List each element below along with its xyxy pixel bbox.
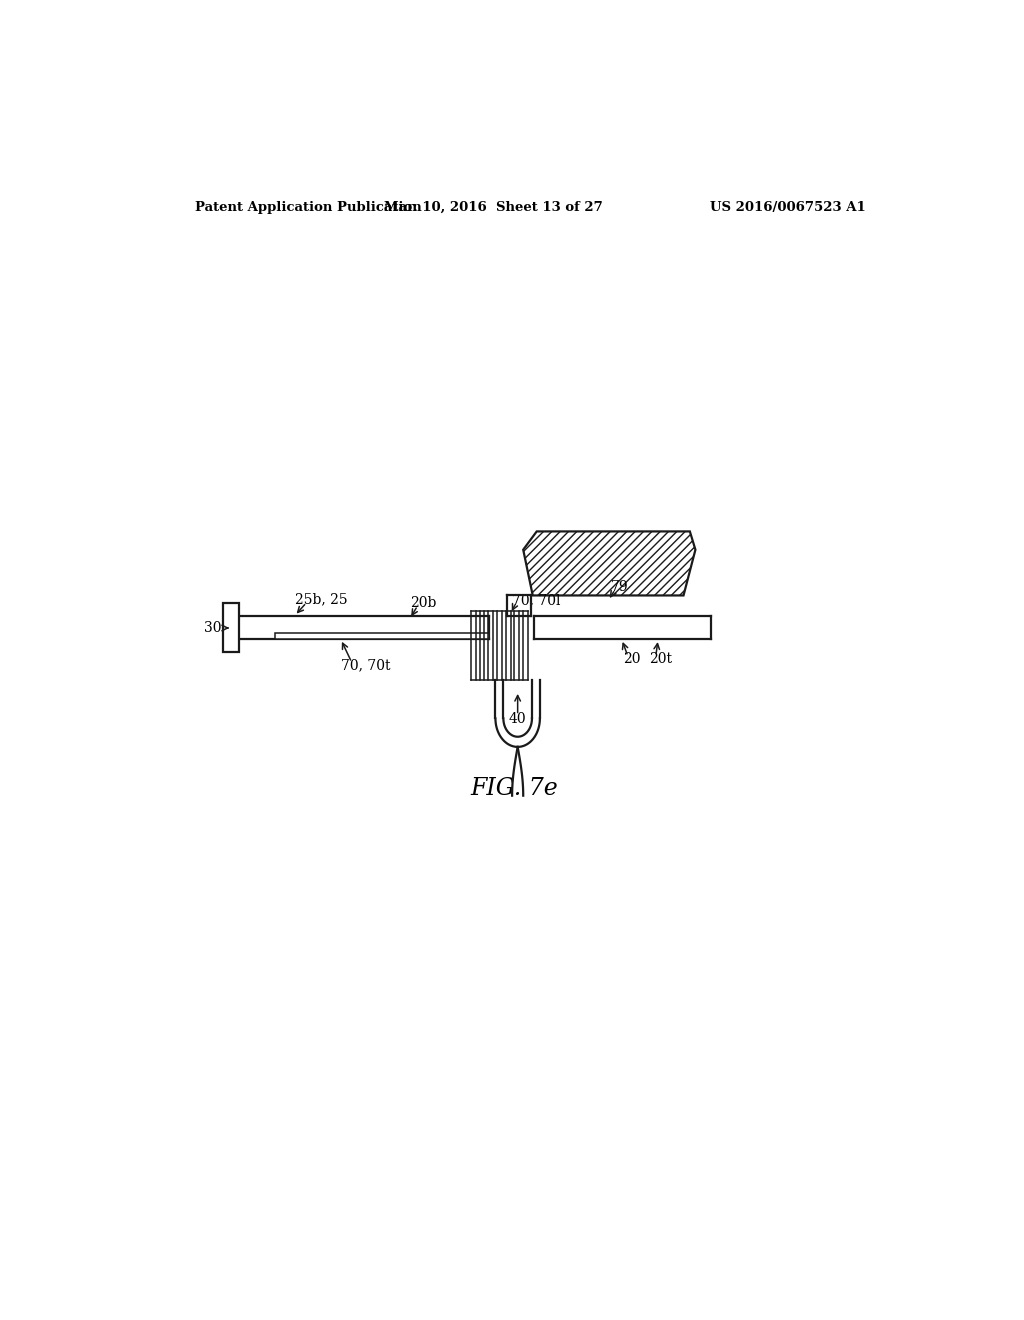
Polygon shape bbox=[523, 532, 695, 595]
Text: 20b: 20b bbox=[410, 595, 436, 610]
Text: US 2016/0067523 A1: US 2016/0067523 A1 bbox=[711, 201, 866, 214]
Text: 79: 79 bbox=[610, 581, 628, 594]
Text: Mar. 10, 2016  Sheet 13 of 27: Mar. 10, 2016 Sheet 13 of 27 bbox=[384, 201, 602, 214]
Bar bbox=[274, 634, 489, 639]
Text: FIG. 7e: FIG. 7e bbox=[471, 777, 558, 800]
Text: 70, 70l: 70, 70l bbox=[512, 594, 560, 607]
Text: Patent Application Publication: Patent Application Publication bbox=[196, 201, 422, 214]
Text: 30: 30 bbox=[204, 620, 221, 635]
Text: 40: 40 bbox=[509, 713, 526, 726]
Text: 20: 20 bbox=[624, 652, 641, 667]
Text: 70, 70t: 70, 70t bbox=[341, 659, 390, 673]
Text: 25b, 25: 25b, 25 bbox=[295, 593, 347, 606]
Bar bbox=[223, 603, 239, 652]
Text: 20t: 20t bbox=[648, 652, 672, 667]
